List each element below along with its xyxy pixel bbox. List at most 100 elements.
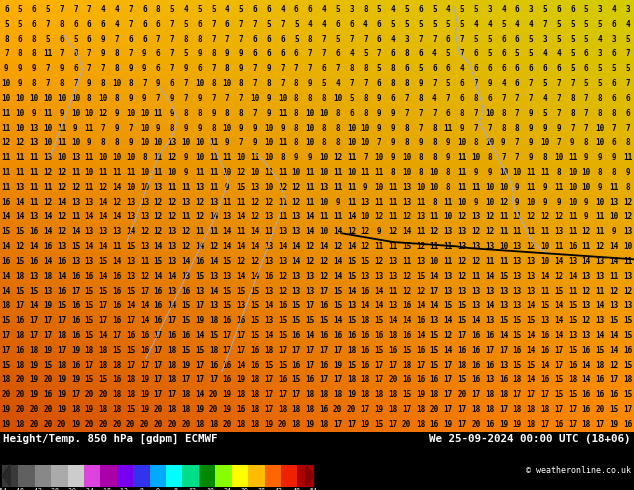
Text: 6: 6 — [349, 20, 354, 29]
Text: 17: 17 — [209, 375, 218, 385]
Text: 16: 16 — [347, 331, 356, 340]
Text: 5: 5 — [488, 49, 492, 58]
Text: 6: 6 — [612, 20, 616, 29]
Text: 9: 9 — [183, 123, 188, 133]
Text: 18: 18 — [112, 405, 122, 414]
Text: 12: 12 — [167, 153, 177, 162]
Text: 9: 9 — [142, 64, 146, 74]
Text: 14: 14 — [264, 331, 273, 340]
Text: 13: 13 — [278, 257, 287, 266]
Text: 14: 14 — [15, 213, 25, 221]
Text: 9: 9 — [156, 123, 160, 133]
Text: 5: 5 — [335, 5, 340, 14]
Text: 10: 10 — [195, 153, 204, 162]
Text: 9: 9 — [474, 197, 478, 207]
Text: 17: 17 — [444, 375, 453, 385]
Text: 14: 14 — [195, 390, 204, 399]
Text: 10: 10 — [278, 94, 287, 103]
Text: 12: 12 — [292, 183, 301, 192]
Text: 15: 15 — [98, 287, 108, 295]
Text: 19: 19 — [29, 361, 39, 369]
Text: 17: 17 — [195, 301, 204, 310]
Text: 15: 15 — [250, 331, 259, 340]
Text: 6: 6 — [321, 64, 327, 74]
Text: 13: 13 — [15, 183, 25, 192]
Text: 11: 11 — [526, 168, 536, 177]
Text: 11: 11 — [236, 197, 246, 207]
Text: 19: 19 — [236, 375, 246, 385]
Text: 17: 17 — [264, 405, 273, 414]
Text: 9: 9 — [584, 213, 588, 221]
Text: 17: 17 — [112, 331, 122, 340]
Text: 8: 8 — [391, 64, 395, 74]
Text: 5: 5 — [543, 109, 547, 118]
Text: 14: 14 — [15, 197, 25, 207]
Text: 8: 8 — [598, 168, 602, 177]
Text: 18: 18 — [457, 361, 467, 369]
Text: 11: 11 — [402, 257, 411, 266]
Text: 6: 6 — [474, 64, 478, 74]
Text: 6: 6 — [266, 5, 271, 14]
Text: 10: 10 — [264, 123, 273, 133]
Text: 5: 5 — [570, 64, 575, 74]
Text: 12: 12 — [209, 242, 218, 251]
Text: 14: 14 — [568, 272, 577, 281]
Text: 10: 10 — [139, 123, 149, 133]
Text: 15: 15 — [512, 361, 522, 369]
Text: 20: 20 — [430, 405, 439, 414]
Text: 18: 18 — [209, 346, 218, 355]
Text: 10: 10 — [499, 242, 508, 251]
Text: 14: 14 — [84, 242, 94, 251]
Text: -42: -42 — [30, 488, 42, 490]
Text: 13: 13 — [181, 197, 190, 207]
Text: 8: 8 — [474, 138, 478, 147]
Text: 13: 13 — [292, 272, 301, 281]
Text: 15: 15 — [264, 361, 273, 369]
Text: 16: 16 — [471, 361, 481, 369]
Text: 14: 14 — [609, 242, 619, 251]
Text: 12: 12 — [236, 168, 246, 177]
Text: 18: 18 — [347, 375, 356, 385]
Text: 11: 11 — [29, 153, 39, 162]
Bar — [166, 465, 183, 487]
Text: 15: 15 — [292, 316, 301, 325]
Text: 7: 7 — [529, 79, 533, 88]
Text: 16: 16 — [2, 257, 11, 266]
Text: 8: 8 — [183, 35, 188, 44]
Text: 17: 17 — [167, 316, 177, 325]
Text: 13: 13 — [485, 287, 495, 295]
Text: 15: 15 — [375, 420, 384, 429]
Text: 9: 9 — [197, 123, 202, 133]
Text: 11: 11 — [375, 168, 384, 177]
Text: 5: 5 — [4, 20, 9, 29]
Text: 19: 19 — [347, 390, 356, 399]
Text: 4: 4 — [501, 79, 506, 88]
Text: 10: 10 — [361, 213, 370, 221]
Text: 8: 8 — [321, 138, 327, 147]
Text: 20: 20 — [181, 420, 190, 429]
Text: 3: 3 — [612, 35, 616, 44]
Text: 18: 18 — [388, 405, 398, 414]
Text: 16: 16 — [153, 316, 163, 325]
Text: 15: 15 — [292, 301, 301, 310]
Text: 9: 9 — [280, 123, 285, 133]
Text: 4: 4 — [321, 20, 327, 29]
Text: 5: 5 — [446, 49, 451, 58]
Text: 14: 14 — [333, 316, 342, 325]
Text: 14: 14 — [581, 361, 591, 369]
Text: 16: 16 — [388, 346, 398, 355]
Text: 15: 15 — [623, 361, 632, 369]
Text: 9: 9 — [543, 183, 547, 192]
Text: 6: 6 — [18, 35, 22, 44]
Bar — [2, 465, 18, 487]
Text: 13: 13 — [84, 197, 94, 207]
Text: 9: 9 — [239, 123, 243, 133]
Polygon shape — [306, 465, 314, 487]
Text: 7: 7 — [252, 64, 257, 74]
Text: 8: 8 — [32, 35, 36, 44]
Text: 9: 9 — [515, 197, 519, 207]
Text: 12: 12 — [2, 138, 11, 147]
Text: 16: 16 — [112, 316, 122, 325]
Text: 5: 5 — [321, 79, 327, 88]
Text: 12: 12 — [375, 213, 384, 221]
